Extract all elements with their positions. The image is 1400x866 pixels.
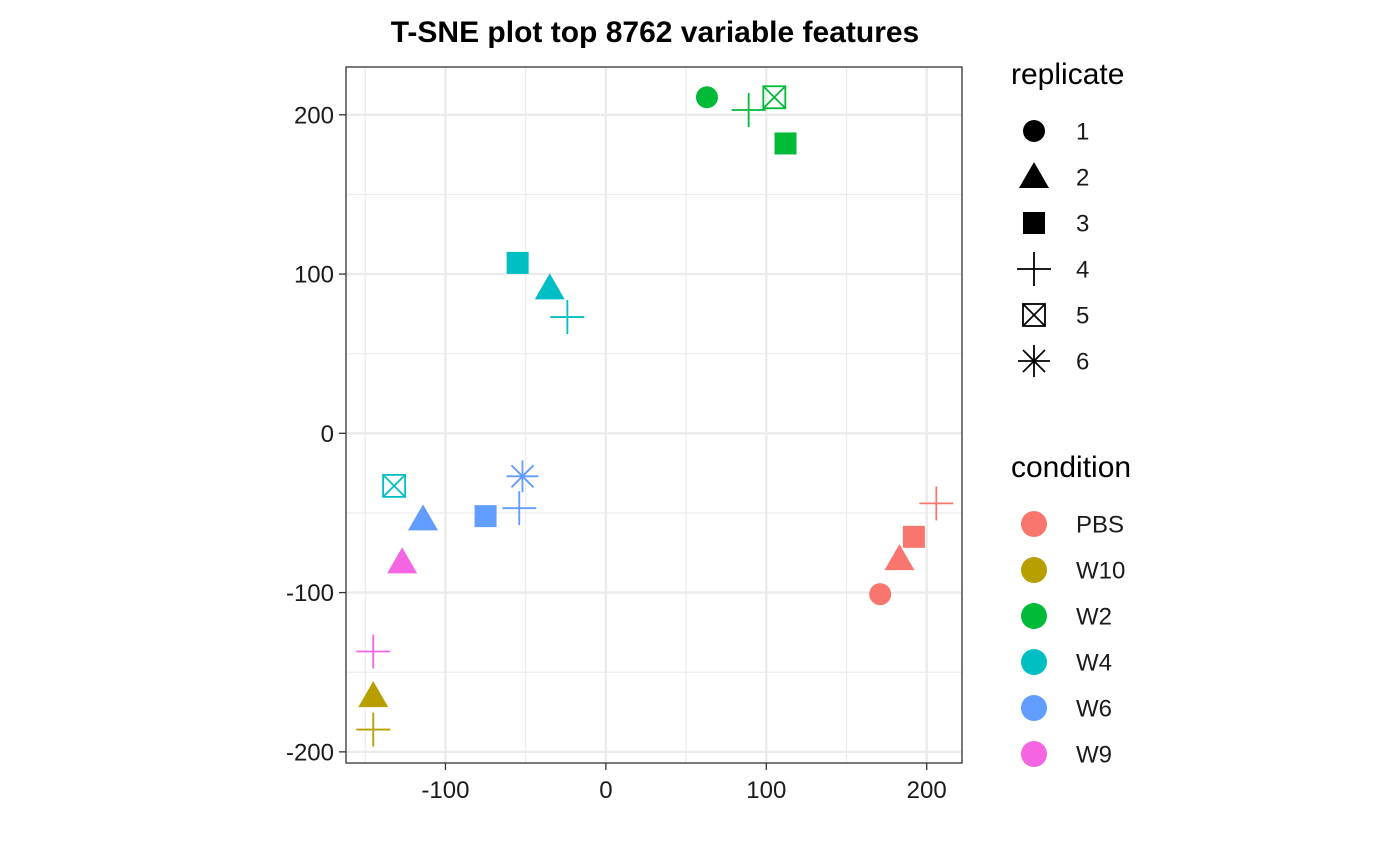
data-points	[356, 85, 954, 747]
data-point-w2-rep1	[695, 86, 718, 109]
legend-key-square-icon	[1023, 212, 1045, 234]
legend-title-condition: condition	[1011, 451, 1131, 484]
data-point-w4-rep4	[550, 300, 585, 335]
y-tick-label: -100	[286, 580, 334, 607]
marker-circle	[1023, 120, 1045, 142]
data-point-pbs-rep3	[902, 525, 925, 548]
marker-square	[1023, 212, 1045, 234]
marker-box	[382, 473, 407, 498]
x-tick-label: -100	[421, 777, 469, 804]
marker-box-diag2	[1022, 303, 1046, 327]
legend-key-color-icon	[1021, 695, 1047, 721]
legends: replicate 1 2 3 4 5 6 condition PBS W10 W2 W4 W6 W9	[1011, 58, 1131, 769]
x-tick-label: 200	[907, 777, 947, 804]
data-point-pbs-rep4	[919, 486, 954, 521]
legend-key-color-icon	[1021, 511, 1047, 537]
legend-label-condition: W10	[1076, 558, 1125, 585]
legend-condition: condition PBS W10 W2 W4 W6 W9	[1011, 451, 1131, 769]
data-point-w4-rep2	[534, 273, 565, 300]
legend-label-replicate: 4	[1076, 257, 1089, 284]
legend-key-circle-icon	[1023, 120, 1045, 142]
marker-box	[762, 85, 787, 110]
plot-panel	[346, 67, 962, 763]
marker-square	[474, 505, 497, 528]
data-point-w9-rep4	[356, 634, 391, 669]
legend-key-triangle-icon	[1019, 162, 1049, 188]
legend-label-condition: W4	[1076, 650, 1112, 677]
marker-square	[506, 251, 529, 274]
marker-triangle	[1019, 162, 1049, 188]
y-tick-label: 0	[321, 421, 334, 448]
legend-key-plus-icon	[1017, 252, 1051, 286]
marker-triangle	[387, 547, 418, 574]
data-point-w10-rep4	[356, 712, 391, 747]
legend-key-star-icon	[1018, 345, 1050, 377]
marker-star-d2	[510, 464, 535, 488]
data-point-pbs-rep2	[884, 544, 915, 571]
marker-square	[902, 525, 925, 548]
legend-key-color-icon	[1021, 557, 1047, 583]
data-point-w10-rep2	[358, 681, 389, 708]
marker-star-d2	[1022, 349, 1046, 373]
marker-square	[774, 132, 797, 155]
data-point-w6-rep6	[506, 460, 539, 493]
marker-box-diag2	[762, 85, 786, 109]
legend-key-boxx-icon	[1022, 303, 1046, 327]
chart-title: T-SNE plot top 8762 variable features	[391, 16, 920, 49]
data-point-w2-rep5	[762, 85, 787, 110]
legend-title-replicate: replicate	[1011, 58, 1124, 91]
marker-triangle	[408, 504, 438, 531]
legend-replicate: replicate 1 2 3 4 5 6	[1011, 58, 1124, 377]
legend-label-condition: PBS	[1076, 512, 1124, 539]
data-point-w2-rep4	[731, 93, 766, 128]
x-tick-label: 100	[746, 777, 786, 804]
data-point-w6-rep4	[502, 491, 537, 526]
legend-key-color-icon	[1021, 603, 1047, 629]
legend-key-color-icon	[1021, 741, 1047, 767]
y-tick-label: 200	[294, 102, 334, 129]
data-point-pbs-rep1	[869, 583, 892, 606]
data-point-w9-rep2	[387, 547, 418, 574]
marker-circle	[869, 583, 892, 606]
marker-circle	[695, 86, 718, 109]
legend-label-replicate: 5	[1076, 303, 1089, 330]
data-point-w4-rep3	[506, 251, 529, 274]
data-point-w6-rep2	[408, 504, 438, 531]
legend-label-replicate: 2	[1076, 165, 1089, 192]
marker-triangle	[884, 544, 915, 571]
legend-label-replicate: 1	[1076, 119, 1089, 146]
legend-label-replicate: 6	[1076, 349, 1089, 376]
x-tick-label: 0	[599, 777, 612, 804]
legend-label-condition: W6	[1076, 696, 1112, 723]
data-point-w2-rep3	[774, 132, 797, 155]
panel-background	[346, 67, 962, 763]
data-point-w4-rep5	[382, 473, 407, 498]
axes: -100 0 100 200 -200 -100 0 100 200	[286, 66, 963, 804]
data-point-w6-rep3	[474, 505, 497, 528]
legend-label-replicate: 3	[1076, 211, 1089, 238]
y-tick-label: -200	[286, 739, 334, 766]
marker-triangle	[534, 273, 565, 300]
legend-key-color-icon	[1021, 649, 1047, 675]
marker-triangle	[358, 681, 389, 708]
panel-border	[345, 66, 963, 764]
marker-box	[1022, 303, 1046, 327]
legend-label-condition: W9	[1076, 742, 1112, 769]
legend-label-condition: W2	[1076, 604, 1112, 631]
marker-box-diag2	[382, 474, 406, 498]
y-tick-label: 100	[294, 262, 334, 289]
